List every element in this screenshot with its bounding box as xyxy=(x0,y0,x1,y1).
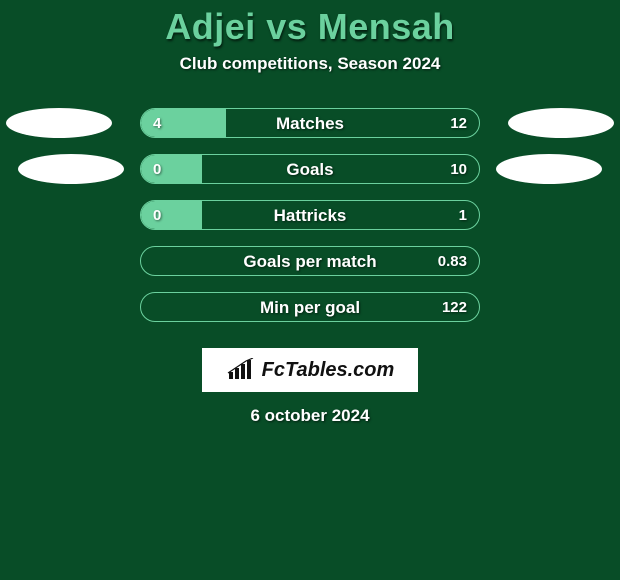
player-left-ellipse xyxy=(6,108,112,138)
brand-text: FcTables.com xyxy=(262,359,395,382)
brand-badge: FcTables.com xyxy=(202,348,418,392)
date-label: 6 october 2024 xyxy=(0,406,620,426)
stat-right-value: 122 xyxy=(442,293,467,322)
stat-left-value: 0 xyxy=(153,201,161,230)
stat-bar: 0Goals10 xyxy=(140,154,480,184)
stat-right-value: 10 xyxy=(450,155,467,184)
bar-left-fill xyxy=(141,155,202,183)
stat-bar: 4Matches12 xyxy=(140,108,480,138)
stats-list: 4Matches12 0Goals10 0Hattricks1 Goals per m… xyxy=(0,108,620,338)
stat-right-value: 1 xyxy=(459,201,467,230)
stat-label: Goals per match xyxy=(141,247,479,276)
stat-row: Min per goal122 xyxy=(0,292,620,338)
stat-right-value: 12 xyxy=(450,109,467,138)
stat-row: 0Goals10 xyxy=(0,154,620,200)
stat-row: 4Matches12 xyxy=(0,108,620,154)
stat-bar: Min per goal122 xyxy=(140,292,480,322)
player-right-ellipse xyxy=(508,108,614,138)
stat-label: Min per goal xyxy=(141,293,479,322)
stat-bar: Goals per match0.83 xyxy=(140,246,480,276)
stat-right-value: 0.83 xyxy=(438,247,467,276)
stat-left-value: 0 xyxy=(153,155,161,184)
stat-bar: 0Hattricks1 xyxy=(140,200,480,230)
bar-left-fill xyxy=(141,201,202,229)
stat-row: Goals per match0.83 xyxy=(0,246,620,292)
page-title: Adjei vs Mensah xyxy=(0,6,620,48)
bar-chart-icon xyxy=(226,358,256,382)
player-right-ellipse xyxy=(496,154,602,184)
comparison-infographic: Adjei vs Mensah Club competitions, Seaso… xyxy=(0,0,620,580)
stat-row: 0Hattricks1 xyxy=(0,200,620,246)
player-left-ellipse xyxy=(18,154,124,184)
subtitle: Club competitions, Season 2024 xyxy=(0,54,620,74)
stat-left-value: 4 xyxy=(153,109,161,138)
